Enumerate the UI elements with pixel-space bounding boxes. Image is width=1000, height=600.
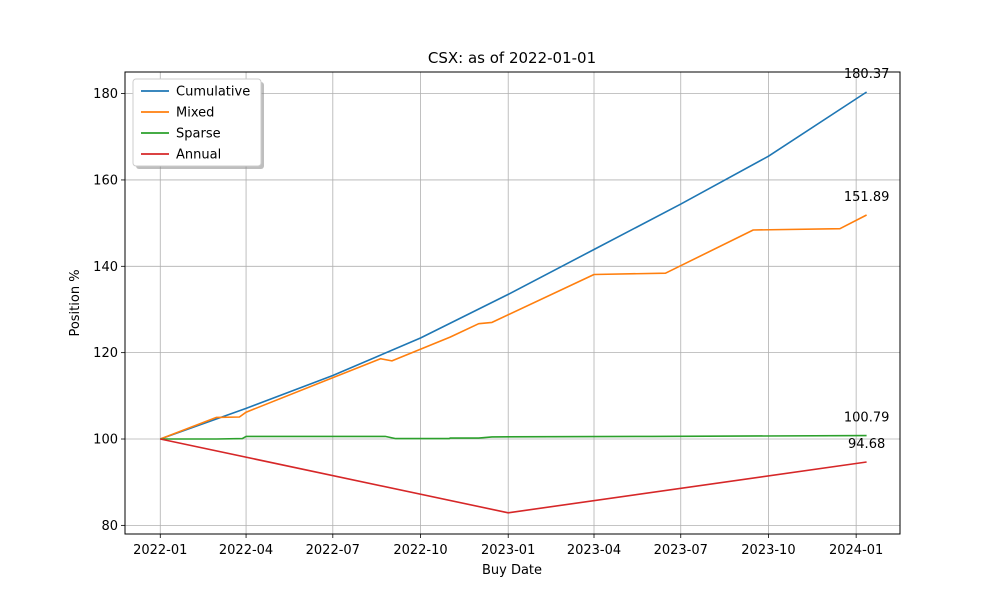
y-tick-label: 80 [101,519,118,534]
x-tick-label: 2023-04 [567,543,621,558]
legend: Cumulative Mixed Sparse Annual [132,78,264,169]
x-tick-label: 2024-01 [829,543,883,558]
y-tick-label: 140 [93,260,118,275]
x-axis-label: Buy Date [482,563,542,578]
x-tick-label: 2022-01 [133,543,187,558]
x-tick-label: 2022-07 [306,543,360,558]
end-label-annual: 94.68 [848,437,885,452]
y-tick-label: 180 [93,87,118,102]
end-labels: 180.37 151.89 100.79 94.68 [844,67,890,452]
plot-frame [124,71,901,535]
chart-title: CSX: as of 2022-01-01 [428,49,596,67]
series-line-mixed [160,214,867,440]
legend-label: Cumulative [176,85,250,100]
x-tick-label: 2023-07 [654,543,708,558]
x-tick-label: 2023-01 [481,543,535,558]
series-layer [160,91,868,514]
series-line-sparse [160,434,867,440]
y-tick-label: 120 [93,346,118,361]
x-tick-label: 2023-10 [741,543,795,558]
x-tick-label: 2022-04 [219,543,273,558]
y-tick-label: 100 [93,433,118,448]
y-tick-label: 160 [93,173,118,188]
x-axis: 2022-01 2022-04 2022-07 2022-10 2023-01 2023-… [133,534,883,558]
legend-label: Annual [176,148,221,163]
legend-label: Mixed [176,106,214,121]
legend-box [132,78,262,167]
end-label-cumulative: 180.37 [844,67,890,82]
x-tick-label: 2022-10 [393,543,447,558]
end-label-sparse: 100.79 [844,411,890,426]
y-axis: 80 100 120 140 160 180 [93,87,125,534]
end-label-mixed: 151.89 [844,190,890,205]
series-line-cumulative [160,91,868,440]
legend-label: Sparse [176,127,221,142]
grid [125,72,900,534]
series-line-annual [160,438,867,514]
y-axis-label: Position % [68,269,83,336]
